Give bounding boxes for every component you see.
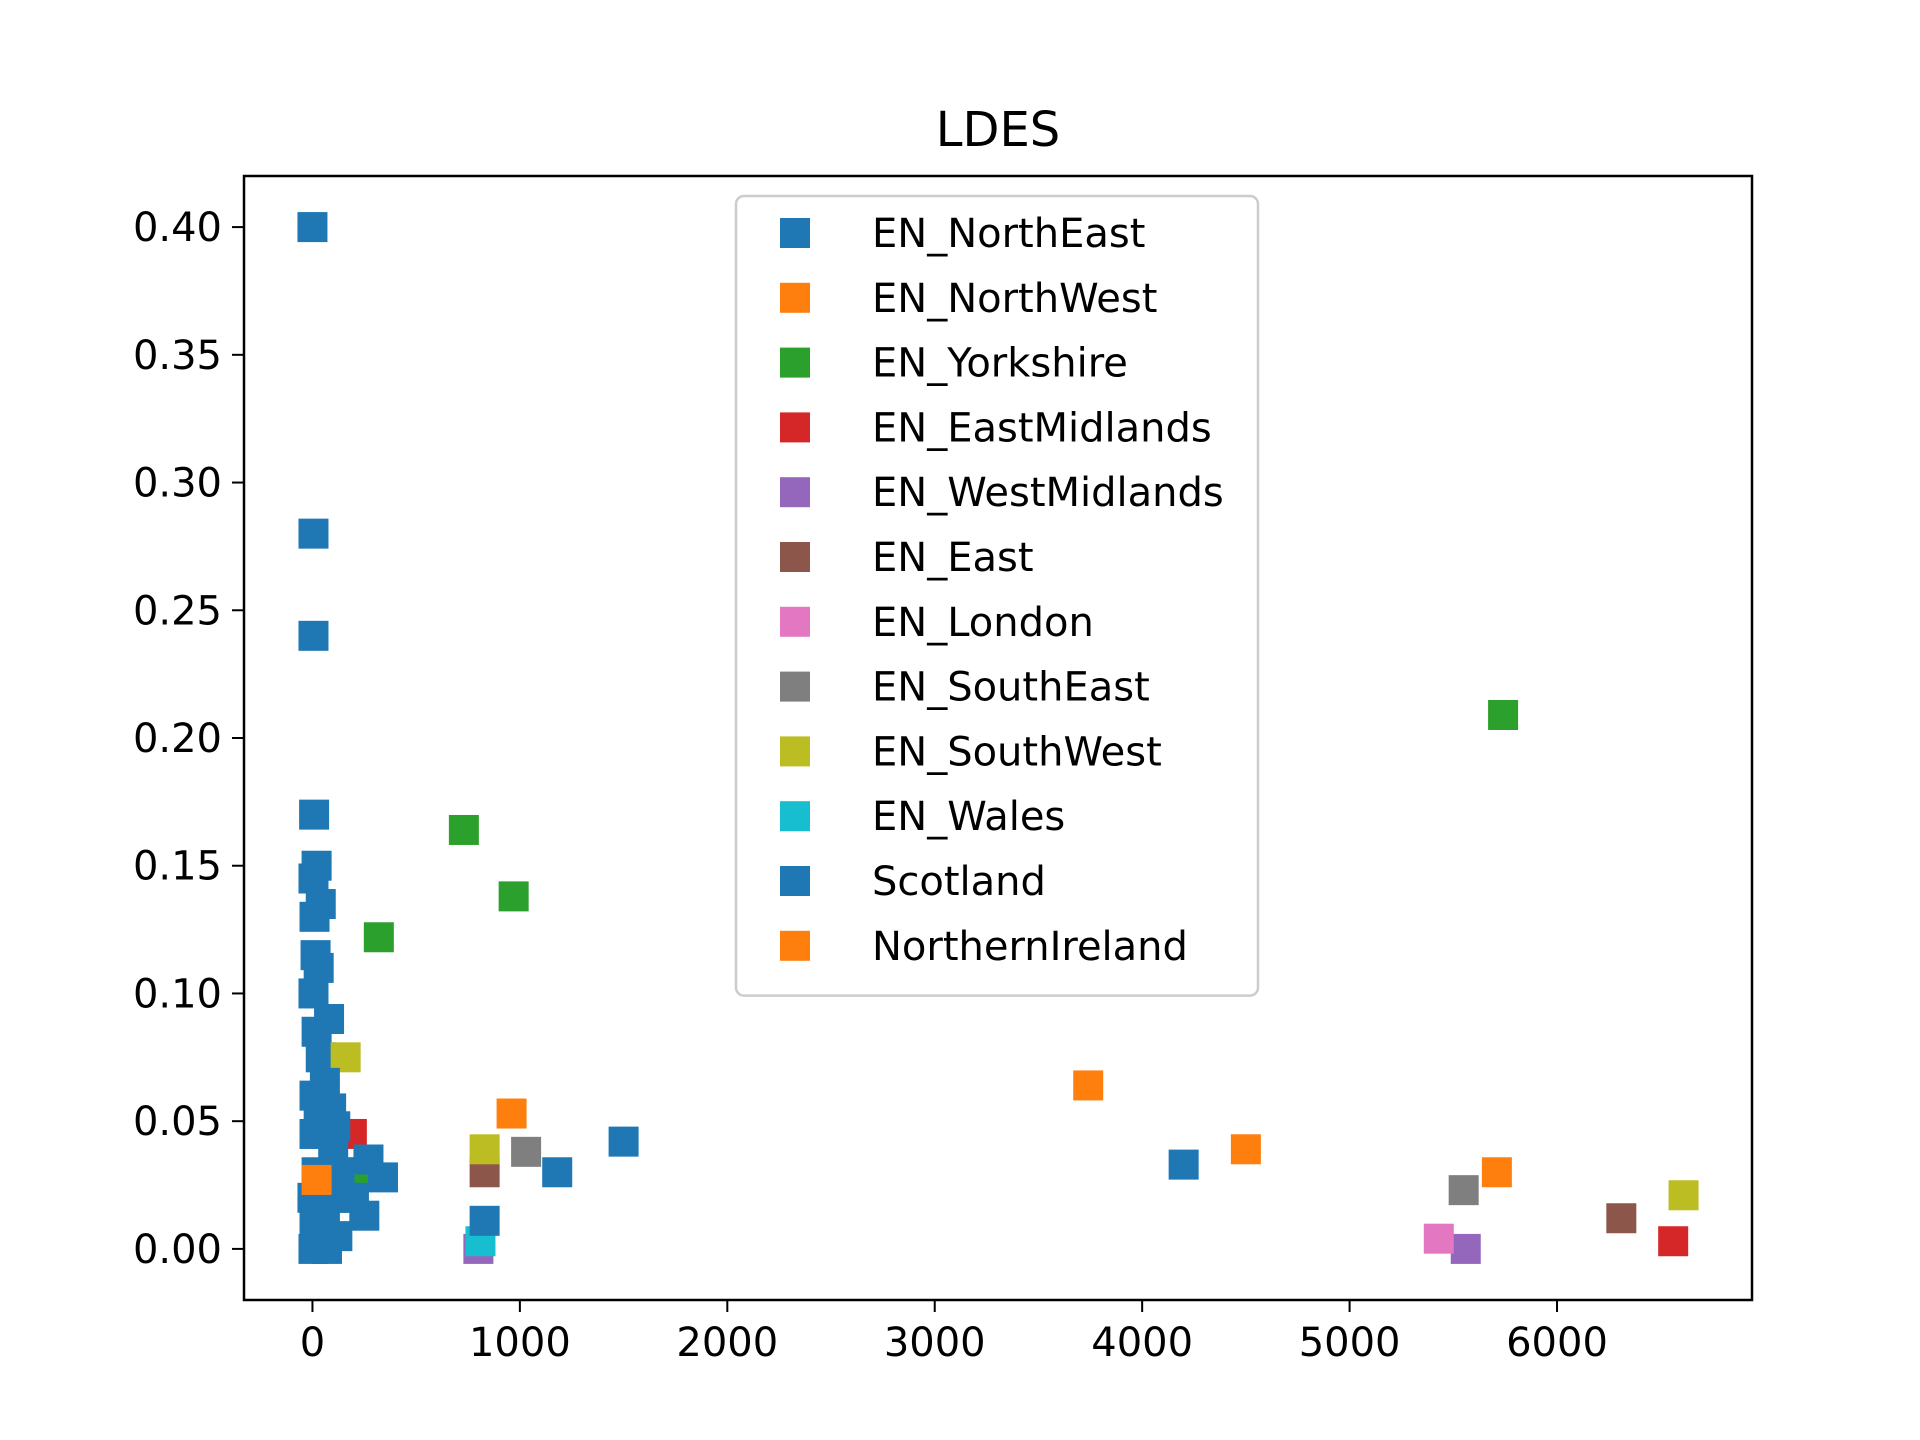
x-tick-label: 0 — [300, 1320, 325, 1366]
data-point-s6-p0 — [1423, 1223, 1454, 1254]
x-tick-label: 1000 — [469, 1320, 571, 1366]
data-point-s10-p8 — [314, 1004, 345, 1034]
legend-label: EN_Yorkshire — [872, 341, 1128, 387]
data-point-s10-p13 — [301, 850, 332, 881]
legend-label: EN_EastMidlands — [872, 405, 1212, 451]
y-tick-label: 0.20 — [133, 716, 222, 762]
data-point-s8-p0 — [330, 1042, 361, 1073]
data-point-s5-p1 — [1606, 1203, 1637, 1234]
chart-title: LDES — [936, 102, 1061, 158]
data-point-s4-p1 — [1450, 1233, 1481, 1264]
legend-marker — [780, 801, 810, 832]
legend-box — [734, 194, 1260, 997]
data-point-s0-p0 — [297, 212, 328, 243]
y-tick-label: 0.25 — [133, 588, 222, 634]
data-point-s10-p3 — [469, 1205, 500, 1236]
data-point-s0-p3 — [299, 799, 330, 830]
legend-marker — [780, 671, 810, 702]
y-tick-label: 0.05 — [133, 1099, 222, 1145]
data-point-s11-p0 — [301, 1164, 332, 1195]
data-point-s1-p1 — [1073, 1070, 1104, 1101]
legend-marker — [780, 606, 810, 637]
data-point-s1-p3 — [1481, 1157, 1512, 1188]
legend-label: Scotland — [872, 859, 1046, 905]
data-point-s0-p2 — [298, 620, 329, 651]
data-point-s10-p19 — [338, 1182, 369, 1213]
data-point-s2-p0 — [448, 814, 479, 845]
y-axis: 0.00 0.05 0.10 0.15 0.20 0.25 0.30 0.35 0.40 — [133, 205, 244, 1273]
data-point-s7-p1 — [1448, 1175, 1479, 1206]
data-point-s10-p0 — [608, 1126, 639, 1157]
data-point-s10-p21 — [311, 1233, 342, 1264]
y-tick-label: 0.40 — [133, 205, 222, 251]
legend-label: EN_SouthWest — [872, 729, 1162, 775]
legend-marker — [780, 347, 810, 378]
legend-label: EN_Wales — [872, 794, 1065, 840]
legend-label: NorthernIreland — [872, 924, 1188, 970]
legend-label: EN_SouthEast — [872, 665, 1150, 711]
data-points — [297, 212, 1699, 1264]
data-point-s1-p0 — [496, 1098, 527, 1129]
data-point-s10-p14 — [305, 889, 336, 920]
data-point-s10-p23 — [320, 1111, 351, 1142]
legend-marker — [780, 542, 810, 572]
legend: EN_NorthEast EN_NorthWest EN_Yorkshire EN_E… — [734, 194, 1260, 997]
legend-label: EN_NorthEast — [872, 211, 1145, 257]
data-point-s7-p0 — [511, 1136, 542, 1167]
x-tick-label: 4000 — [1091, 1320, 1193, 1366]
y-tick-label: 0.30 — [133, 461, 222, 507]
data-point-s10-p1 — [542, 1157, 573, 1188]
data-point-s0-p7 — [298, 978, 329, 1009]
data-point-s0-p1 — [298, 518, 329, 549]
legend-marker — [780, 866, 810, 896]
legend-label: EN_NorthWest — [872, 276, 1157, 322]
data-point-s8-p2 — [1668, 1180, 1699, 1211]
legend-marker — [780, 218, 810, 248]
x-tick-label: 2000 — [676, 1320, 778, 1366]
y-tick-label: 0.00 — [133, 1227, 222, 1273]
legend-marker — [780, 930, 810, 961]
data-point-s10-p12 — [303, 952, 334, 983]
legend-label: EN_East — [872, 535, 1034, 581]
data-point-s8-p1 — [469, 1134, 500, 1165]
data-point-s1-p2 — [1230, 1134, 1261, 1165]
legend-marker — [780, 736, 810, 767]
x-tick-label: 6000 — [1506, 1320, 1608, 1366]
legend-marker — [780, 412, 810, 443]
legend-label: EN_London — [872, 600, 1094, 646]
y-tick-label: 0.10 — [133, 971, 222, 1017]
data-point-s10-p16 — [309, 1208, 340, 1239]
x-axis: 0 1000 2000 3000 4000 5000 6000 — [300, 1300, 1608, 1366]
legend-marker — [780, 477, 810, 508]
data-point-s10-p2 — [1168, 1149, 1199, 1180]
legend-marker — [780, 282, 810, 313]
data-point-s2-p3 — [1488, 700, 1519, 731]
data-point-s10-p9 — [309, 1067, 340, 1098]
y-tick-label: 0.15 — [133, 844, 222, 890]
data-point-s10-p5 — [353, 1144, 384, 1175]
x-tick-label: 3000 — [884, 1320, 986, 1366]
x-tick-label: 5000 — [1299, 1320, 1401, 1366]
data-point-s2-p1 — [498, 881, 529, 912]
data-point-s2-p2 — [363, 922, 394, 953]
y-tick-label: 0.35 — [133, 333, 222, 379]
data-point-s3-p0 — [1658, 1226, 1689, 1257]
legend-label: EN_WestMidlands — [872, 470, 1224, 516]
